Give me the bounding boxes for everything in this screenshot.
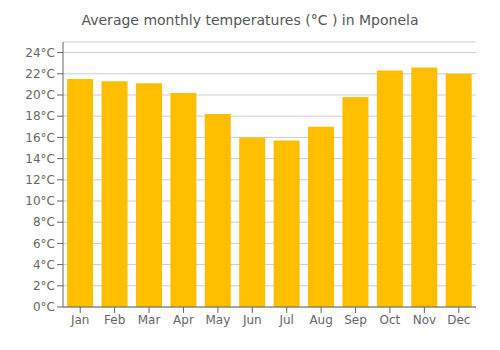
- svg-text:8°C: 8°C: [33, 215, 55, 229]
- svg-text:Jan: Jan: [70, 313, 90, 327]
- svg-text:Oct: Oct: [380, 313, 401, 327]
- html-text:Average monthly temperatures (: Average monthly temperatures (°C ) in Mp…: [81, 12, 419, 28]
- svg-text:20°C: 20°C: [25, 88, 55, 102]
- svg-text:16°C: 16°C: [25, 131, 55, 145]
- svg-text:Nov: Nov: [413, 313, 436, 327]
- svg-text:6°C: 6°C: [33, 237, 55, 251]
- svg-text:22°C: 22°C: [25, 67, 55, 81]
- svg-text:24°C: 24°C: [25, 46, 55, 60]
- svg-text:12°C: 12°C: [25, 173, 55, 187]
- svg-text:2°C: 2°C: [33, 279, 55, 293]
- svg-text:10°C: 10°C: [25, 194, 55, 208]
- svg-text:4°C: 4°C: [33, 258, 55, 272]
- svg-text:Aug: Aug: [309, 313, 332, 327]
- svg-text:Dec: Dec: [447, 313, 470, 327]
- svg-text:Jun: Jun: [242, 313, 262, 327]
- svg-text:Jul: Jul: [278, 313, 293, 327]
- svg-text:18°C: 18°C: [25, 109, 55, 123]
- svg-text:Apr: Apr: [173, 313, 194, 327]
- svg-text:Mar: Mar: [138, 313, 161, 327]
- svg-text:Feb: Feb: [104, 313, 125, 327]
- svg-text:Sep: Sep: [344, 313, 367, 327]
- svg-text:May: May: [205, 313, 230, 327]
- svg-text:0°C: 0°C: [33, 300, 55, 314]
- svg-text:14°C: 14°C: [25, 152, 55, 166]
